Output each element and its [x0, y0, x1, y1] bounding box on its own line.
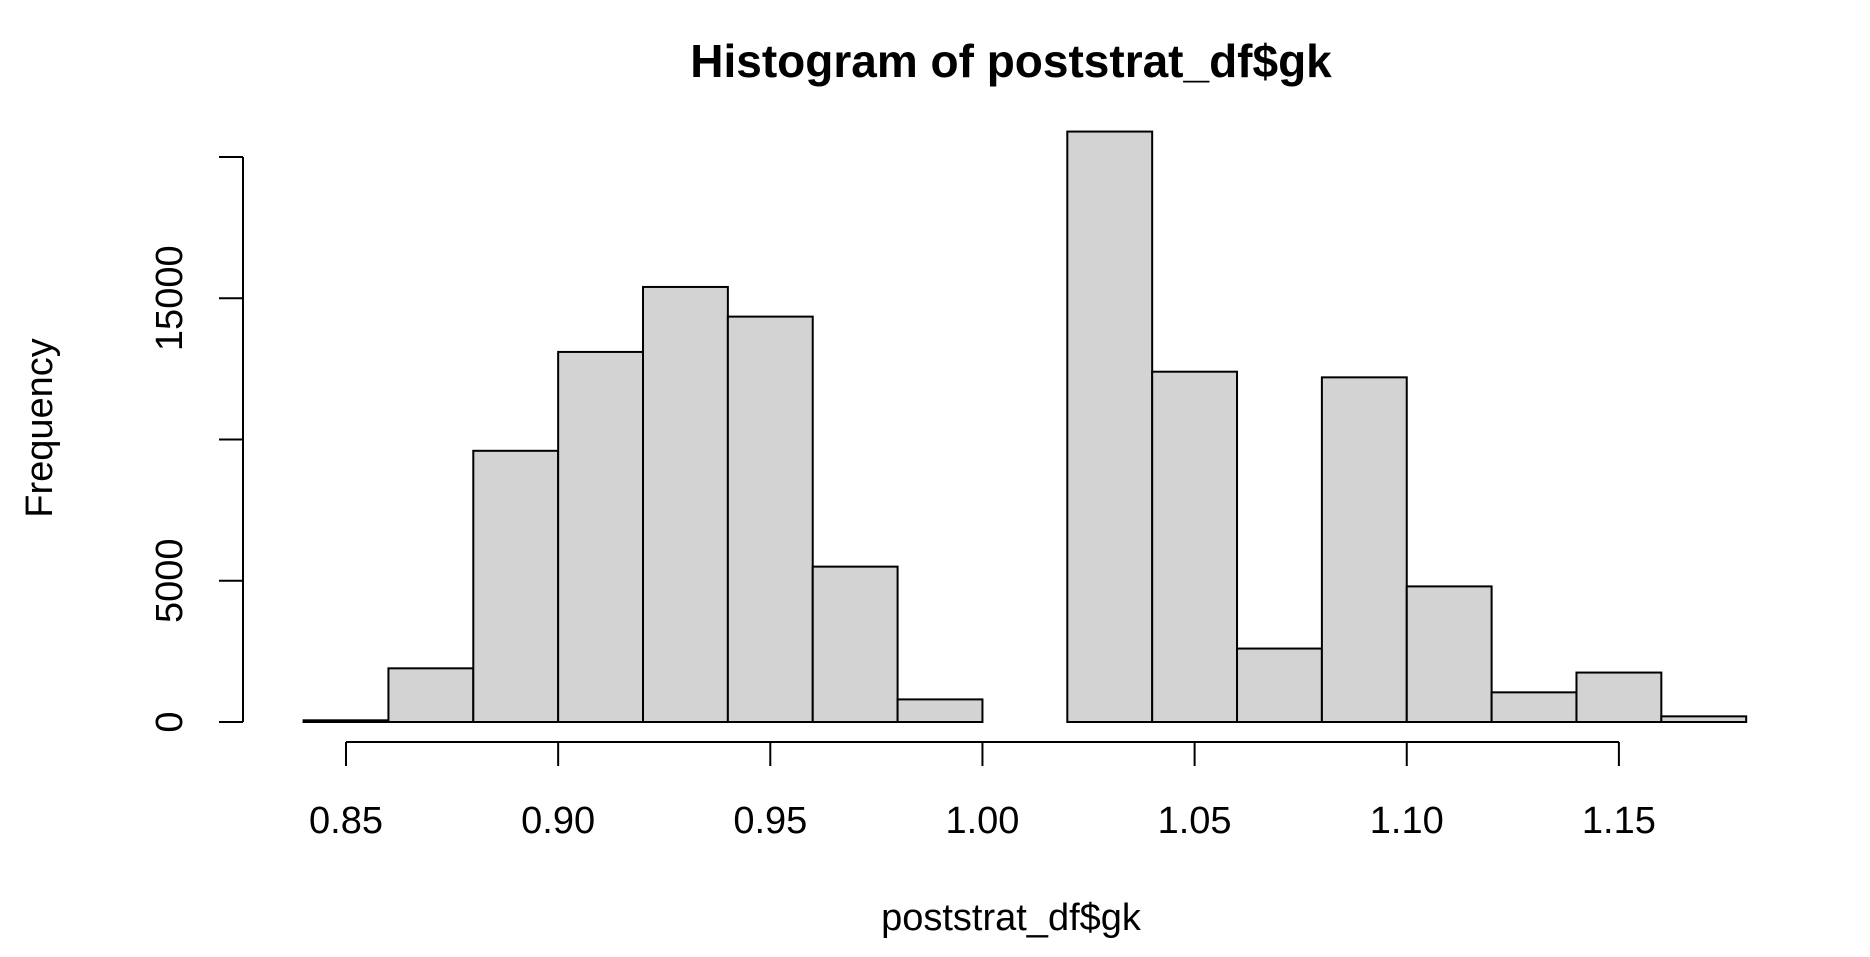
x-tick-label: 0.85 [309, 800, 383, 842]
x-tick-label: 1.10 [1370, 800, 1444, 842]
histogram-bar [387, 667, 475, 724]
histogram-bar [472, 449, 560, 723]
x-tick-label: 0.95 [733, 800, 807, 842]
y-tick-label: 0 [149, 711, 191, 732]
histogram-bar [1575, 671, 1663, 723]
x-tick-label: 1.05 [1158, 800, 1232, 842]
histogram-bar [1490, 691, 1578, 724]
y-tick-label: 5000 [149, 538, 191, 623]
x-tick-label: 1.15 [1582, 800, 1656, 842]
x-axis: 0.85 0.90 0.95 1.00 1.05 1.10 1.15 [309, 741, 1656, 842]
chart-title: Histogram of poststrat_df$gk [690, 35, 1332, 87]
y-axis-label: Frequency [19, 338, 61, 518]
x-tick-label: 0.90 [521, 800, 595, 842]
histogram-bar [642, 285, 729, 723]
histogram-bar [1320, 376, 1408, 723]
histogram-bar [1405, 585, 1493, 724]
x-axis-label: poststrat_df$gk [881, 897, 1142, 939]
histogram-bars [302, 130, 1748, 724]
histogram-bar [811, 565, 899, 724]
histogram-bar [557, 350, 645, 723]
histogram-bar [1660, 715, 1748, 723]
histogram-bar [726, 315, 814, 723]
y-tick-label: 15000 [149, 245, 191, 351]
histogram-bar [1066, 130, 1154, 723]
x-tick-label: 1.00 [945, 800, 1019, 842]
histogram-bar [1236, 647, 1323, 723]
histogram-bar [1151, 370, 1239, 723]
histogram-bar [302, 719, 390, 723]
y-axis: 0 5000 15000 [149, 156, 244, 733]
histogram-bar [896, 698, 984, 724]
